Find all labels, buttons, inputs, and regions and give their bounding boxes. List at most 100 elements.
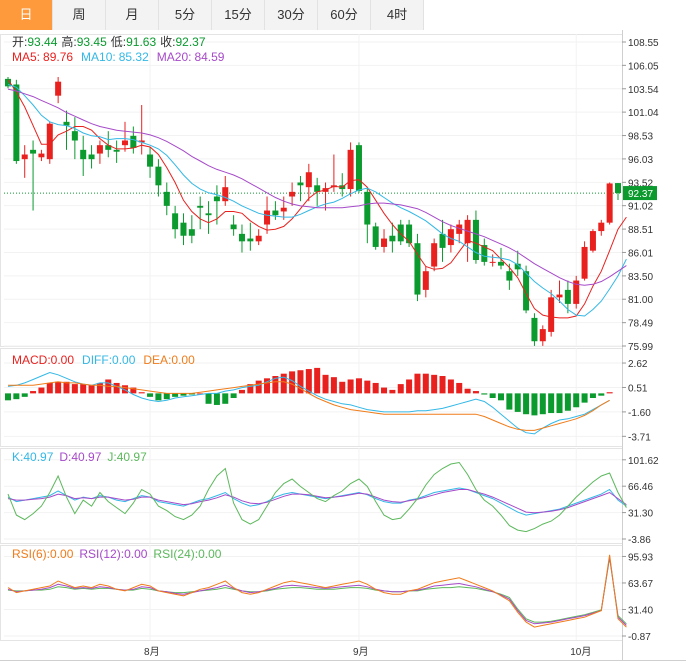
candle-body <box>573 280 580 304</box>
macd-tick-label: 2.62 <box>628 359 648 370</box>
candle-body <box>4 78 12 87</box>
candle-body <box>121 140 128 146</box>
macd-bar <box>264 378 271 394</box>
candle-body <box>180 222 187 236</box>
rsi12-value: 0.00 <box>124 547 148 561</box>
macd-bar <box>55 381 62 394</box>
candle-body <box>406 224 413 244</box>
price-tick-label: 101.04 <box>628 108 659 119</box>
candle-body <box>230 224 237 230</box>
candle-body <box>205 213 212 216</box>
svg-text:开:93.44高:93.45低:91.63收:92.37: 开:93.44 高:93.45 低:91.63 收:92.37 <box>12 34 206 49</box>
tab-day[interactable]: 日 <box>0 0 53 30</box>
price-tick-label: 108.55 <box>628 38 659 49</box>
macd-bar <box>539 393 546 415</box>
macd-bar <box>180 393 187 396</box>
price-tick-label: 83.50 <box>628 272 653 283</box>
candle-body <box>222 187 229 202</box>
k-value: 40.97 <box>23 450 53 464</box>
tab-4hour[interactable]: 4时 <box>371 0 424 30</box>
dea-label: DEA: <box>143 353 171 367</box>
candle-body <box>96 145 103 154</box>
macd-bar <box>63 381 70 394</box>
macd-bar <box>589 393 596 398</box>
tab-5min[interactable]: 5分 <box>159 0 212 30</box>
candle-body <box>439 233 446 248</box>
macd-bar <box>339 381 346 394</box>
open-label: 开: <box>12 35 27 49</box>
rsi6-line <box>7 554 627 628</box>
close-value: 92.37 <box>175 35 205 49</box>
kdj-tick-label: 31.30 <box>628 509 653 520</box>
kdj-tick-label: 101.62 <box>628 456 659 467</box>
macd-bar <box>121 385 128 394</box>
ma10-value: 85.32 <box>119 50 149 64</box>
price-tick-label: 93.52 <box>628 178 653 189</box>
candle-body <box>372 226 379 247</box>
price-tick-label: 106.05 <box>628 61 659 72</box>
low-label: 低: <box>111 35 126 49</box>
ma5-value: 89.76 <box>43 50 73 64</box>
j-label: J: <box>107 450 116 464</box>
macd-bar <box>38 387 45 394</box>
candle-body <box>389 235 396 242</box>
macd-bar <box>447 379 454 394</box>
macd-bar <box>13 393 20 400</box>
candle-body <box>589 231 596 251</box>
macd-bar <box>205 393 212 404</box>
x-tick-label: 9月 <box>353 646 369 658</box>
candle-body <box>272 210 279 216</box>
macd-bar <box>606 392 613 394</box>
macd-bar <box>88 385 95 394</box>
candle-body <box>456 224 463 234</box>
period-tabs: 日 周 月 5分 15分 30分 60分 4时 <box>0 0 424 30</box>
macd-bar <box>71 384 78 394</box>
macd-bar <box>422 373 429 394</box>
candle-body <box>548 297 555 332</box>
rsi-tick-label: 63.67 <box>628 579 653 590</box>
price-tick-label: 103.54 <box>628 85 659 96</box>
macd-bar <box>314 367 321 394</box>
candle-body <box>38 153 45 158</box>
macd-bar <box>297 370 304 394</box>
tab-60min[interactable]: 60分 <box>318 0 371 30</box>
candle-body <box>606 183 613 223</box>
candle-body <box>55 81 62 96</box>
macd-bar <box>21 393 28 397</box>
macd-bar <box>381 387 388 394</box>
diff-label: DIFF: <box>82 353 112 367</box>
last-price-marker <box>623 186 657 201</box>
ma20-line <box>7 88 627 286</box>
macd-bar <box>213 393 220 405</box>
macd-bar <box>355 378 362 394</box>
candle-body <box>489 261 496 263</box>
macd-bar <box>531 393 538 416</box>
macd-bar <box>188 393 195 395</box>
rsi12-label: RSI(12): <box>79 547 124 561</box>
tab-15min[interactable]: 15分 <box>212 0 265 30</box>
macd-bar <box>4 393 12 401</box>
macd-bar <box>272 376 279 394</box>
macd-bar <box>130 387 137 394</box>
tab-30min[interactable]: 30分 <box>265 0 318 30</box>
tab-week[interactable]: 周 <box>53 0 106 30</box>
macd-bar <box>581 393 588 403</box>
macd-bar <box>322 374 329 394</box>
close-label: 收: <box>160 35 175 49</box>
ma10-line <box>7 84 627 317</box>
k-label: K: <box>12 450 23 464</box>
candle-body <box>30 149 37 154</box>
candle-body <box>105 145 112 150</box>
macd-bar <box>305 369 312 394</box>
candle-body <box>80 149 87 160</box>
candle-body <box>46 123 53 160</box>
tab-month[interactable]: 月 <box>106 0 159 30</box>
svg-text:K:40.97D:40.97J:40.97: K:40.97 D:40.97 J:40.97 <box>12 450 147 464</box>
price-tick-label: 86.01 <box>628 248 653 259</box>
candle-body <box>238 233 245 242</box>
macd-bar <box>573 393 580 408</box>
candle-body <box>531 317 538 342</box>
macd-value: 0.00 <box>51 353 75 367</box>
ma5-label: MA5: <box>12 50 40 64</box>
